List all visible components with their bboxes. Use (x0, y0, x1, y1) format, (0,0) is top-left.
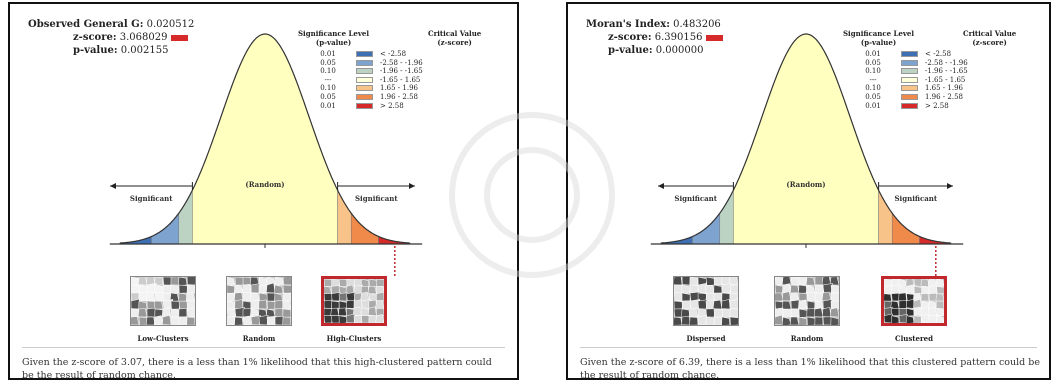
legend-critical-value: 1.65 - 1.96 (380, 84, 418, 93)
pvalue-label: p-value: (608, 45, 653, 56)
legend-pvalue: --- (869, 75, 877, 84)
legend-critical-value: < -2.58 (925, 50, 952, 58)
low-clusters-map (129, 274, 198, 326)
stat1-value: 0.020512 (146, 19, 195, 30)
result-panel-morans-i: Significant (Random) Significant Moran's I… (566, 2, 1051, 380)
legend-pvalue: 0.05 (865, 58, 881, 67)
normal-distribution-curve: Significant (Random) Significant (650, 33, 964, 276)
legend-pvalue: 0.01 (865, 101, 881, 110)
legend-pvalue: 0.05 (320, 92, 336, 101)
zscore-value: 3.068029 (119, 32, 168, 43)
legend-swatch (901, 68, 918, 75)
legend-pvalue: 0.10 (865, 84, 881, 93)
legend-pvalue: 0.01 (865, 50, 881, 58)
legend-swatch (901, 85, 918, 92)
clustered-map (881, 276, 947, 326)
legend-pvalue: 0.05 (320, 58, 336, 67)
pvalue-label: p-value: (73, 45, 118, 56)
arrowhead-right (947, 183, 953, 189)
legend-swatch (901, 93, 918, 100)
result-caption: Given the z-score of 6.39, there is a le… (580, 357, 1040, 380)
map-label-clustered: Clustered (895, 334, 933, 343)
result-caption: Given the z-score of 3.07, there is a le… (22, 357, 492, 380)
legend-critical-value: -2.58 - -1.96 (925, 58, 968, 67)
curve-region (178, 190, 193, 245)
stat1-label: Observed General G: (28, 19, 144, 30)
stat1-label: Moran's Index: (586, 19, 670, 30)
zscore-label: z-score: (608, 32, 652, 43)
legend-swatch (356, 59, 373, 66)
legend-pvalue: 0.10 (865, 67, 881, 76)
curve-region (337, 190, 352, 245)
dispersed-map (673, 274, 740, 326)
legend-critical-value: -2.58 - -1.96 (380, 58, 423, 67)
legend-critical-value: -1.96 - -1.65 (925, 67, 968, 76)
zscore-color-swatch (706, 34, 724, 41)
label-significant-right: Significant (355, 194, 398, 203)
high-clusters-map (321, 276, 387, 326)
legend-critical-value: > 2.58 (380, 101, 404, 110)
divider (22, 347, 505, 348)
map-label-dispersed: Dispersed (686, 334, 726, 343)
random-map (225, 276, 294, 326)
legend-critical-value: -1.65 - 1.65 (380, 75, 421, 84)
zscore-color-swatch (171, 34, 189, 41)
map-label-random: Random (242, 334, 276, 343)
divider (580, 347, 1037, 348)
map-label-high-clusters: High-Clusters (326, 334, 382, 343)
legend-swatch (356, 85, 373, 92)
legend-swatch (356, 102, 373, 109)
pvalue-value: 0.002155 (120, 45, 169, 56)
legend-pvalue: 0.10 (320, 67, 336, 76)
zscore-value: 6.390156 (654, 32, 703, 43)
label-random: (Random) (245, 180, 284, 189)
legend-critical-value: < -2.58 (380, 50, 407, 58)
map-label-random: Random (790, 334, 824, 343)
statistics-summary: Observed General G: 0.020512 z-score: 3.… (28, 18, 194, 57)
label-random: (Random) (786, 180, 825, 189)
pvalue-value: 0.000000 (655, 45, 704, 56)
legend-pvalue: 0.10 (320, 84, 336, 93)
legend-header-critical-value: Critical Value (z-score) (963, 29, 1017, 47)
curve-region (719, 190, 734, 245)
legend-critical-value: > 2.58 (925, 101, 949, 110)
arrowhead-left (110, 183, 116, 189)
normal-distribution-curve: Significant (Random) Significant (109, 33, 423, 276)
legend-swatch (356, 93, 373, 100)
legend-swatch (901, 102, 918, 109)
legend-pvalue: 0.01 (320, 101, 336, 110)
legend-swatch (356, 68, 373, 75)
legend-critical-value: 1.96 - 2.58 (925, 92, 963, 101)
legend-header-significance: Significance Level (p-value) (298, 29, 370, 47)
legend-header-critical-value: Critical Value (z-score) (428, 29, 482, 47)
zscore-label: z-score: (73, 32, 117, 43)
legend-swatch (901, 51, 918, 57)
map-label-low-clusters: Low-Clusters (137, 334, 189, 343)
legend-swatch (356, 51, 373, 57)
curve-outline (660, 33, 951, 244)
label-significant-left: Significant (674, 194, 717, 203)
legend-header-significance: Significance Level (p-value) (843, 29, 915, 47)
statistics-summary: Moran's Index: 0.483206 z-score: 6.39015… (586, 18, 724, 57)
random-map (774, 275, 841, 326)
legend-critical-value: 1.96 - 2.58 (380, 92, 418, 101)
legend-pvalue: 0.01 (320, 50, 336, 58)
result-panel-general-g: Significant (Random) Significant Observed … (8, 2, 519, 380)
legend-critical-value: -1.96 - -1.65 (380, 67, 423, 76)
arrowhead-right (409, 183, 415, 189)
legend-swatch (901, 59, 918, 66)
label-significant-left: Significant (130, 194, 173, 203)
legend-pvalue: --- (324, 75, 332, 84)
curve-outline (119, 33, 410, 244)
legend-swatch (901, 76, 918, 83)
legend-critical-value: -1.65 - 1.65 (925, 75, 966, 84)
arrowhead-left (658, 183, 664, 189)
label-significant-right: Significant (895, 194, 938, 203)
legend-swatch (356, 76, 373, 83)
curve-region (878, 190, 893, 245)
stat1-value: 0.483206 (673, 19, 721, 30)
legend-critical-value: 1.65 - 1.96 (925, 84, 963, 93)
legend-pvalue: 0.05 (865, 92, 881, 101)
